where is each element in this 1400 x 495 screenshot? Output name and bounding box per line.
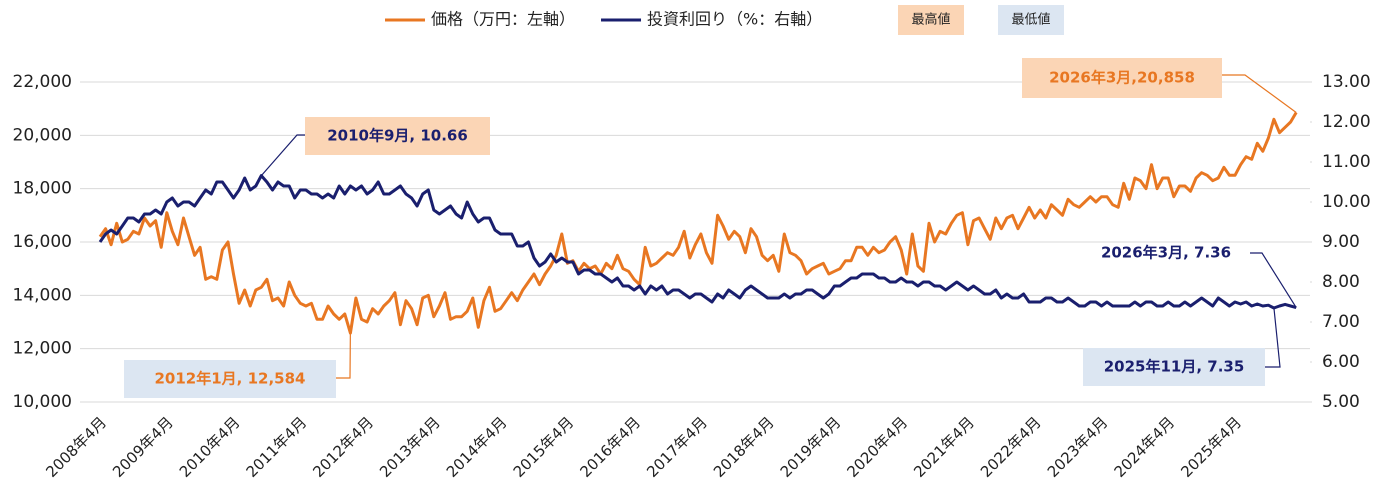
x-tick-label: 2014年4月 <box>443 413 511 481</box>
annotation-box <box>305 117 490 155</box>
annotation-leader <box>260 134 305 176</box>
x-tick-label: 2012年4月 <box>309 413 377 481</box>
annotation-leader <box>1265 307 1281 368</box>
y2-tick-label: 11.00 <box>1322 152 1371 172</box>
y2-tick-label: 12.00 <box>1322 112 1371 132</box>
legend-label: 投資利回り（%：右軸） <box>647 10 822 29</box>
x-tick-label: 2018年4月 <box>710 413 778 481</box>
x-tick-label: 2017年4月 <box>643 413 711 481</box>
x-tick-label: 2025年4月 <box>1177 413 1245 481</box>
legend-note-box <box>898 5 964 35</box>
x-tick-label: 2019年4月 <box>777 413 845 481</box>
annotation: 2025年11月, 7.35 <box>1104 358 1245 376</box>
y-tick-label: 12,000 <box>13 339 72 359</box>
y2-tick-label: 10.00 <box>1322 192 1371 212</box>
y2-tick-label: 13.00 <box>1322 72 1371 92</box>
y-tick-label: 14,000 <box>13 285 72 305</box>
annotation-box <box>1022 58 1222 98</box>
annotation-leader <box>336 333 351 379</box>
x-tick-label: 2015年4月 <box>510 413 578 481</box>
series-line <box>98 174 1297 310</box>
x-tick-label: 2008年4月 <box>42 413 110 481</box>
legend-note-box <box>998 5 1064 35</box>
x-tick-label: 2022年4月 <box>977 413 1045 481</box>
x-tick-label: 2009年4月 <box>109 413 177 481</box>
x-tick-label: 2010年4月 <box>176 413 244 481</box>
y-tick-label: 22,000 <box>13 72 72 92</box>
annotation-box <box>1083 348 1265 386</box>
annotation: 2026年3月, 7.36 <box>1101 244 1231 262</box>
x-tick-label: 2016年4月 <box>576 413 644 481</box>
x-tick-label: 2023年4月 <box>1044 413 1112 481</box>
annotation-leader <box>1222 74 1297 113</box>
y-tick-label: 18,000 <box>13 179 72 199</box>
legend-label: 価格（万円：左軸） <box>431 10 575 29</box>
y-tick-label: 10,000 <box>13 392 72 412</box>
x-tick-label: 2020年4月 <box>844 413 912 481</box>
y2-tick-label: 5.00 <box>1322 392 1360 412</box>
annotation: 2010年9月, 10.66 <box>327 127 468 145</box>
series-line <box>98 111 1298 335</box>
y2-tick-label: 8.00 <box>1322 272 1360 292</box>
legend-note: 最高値 <box>911 12 950 28</box>
x-tick-label: 2021年4月 <box>910 413 978 481</box>
x-tick-label: 2011年4月 <box>243 413 311 481</box>
legend-note: 最低値 <box>1011 12 1050 28</box>
annotation: 2012年1月, 12,584 <box>155 370 306 388</box>
y2-tick-label: 6.00 <box>1322 352 1360 372</box>
x-tick-label: 2013年4月 <box>376 413 444 481</box>
y-tick-label: 16,000 <box>13 232 72 252</box>
y-tick-label: 20,000 <box>13 125 72 145</box>
annotation-box <box>124 360 336 398</box>
y2-tick-label: 9.00 <box>1322 232 1360 252</box>
annotation: 2026年3月,20,858 <box>1049 69 1195 87</box>
y2-tick-label: 7.00 <box>1322 312 1360 332</box>
annotation-leader <box>1250 252 1297 308</box>
x-tick-label: 2024年4月 <box>1111 413 1179 481</box>
